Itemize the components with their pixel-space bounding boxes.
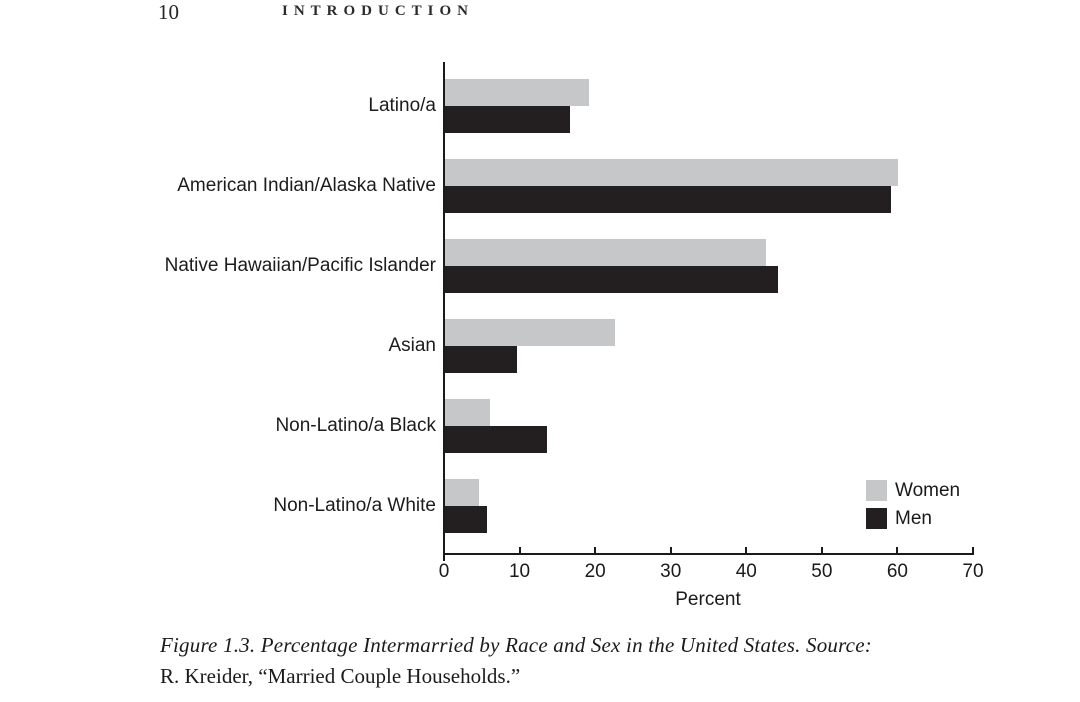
category-label: American Indian/Alaska Native bbox=[177, 175, 436, 196]
x-tick bbox=[594, 547, 597, 553]
category-label: Non-Latino/a White bbox=[273, 495, 436, 516]
x-tick-label: 10 bbox=[508, 561, 531, 582]
bar-men-native-hawaiian-pacific-islander bbox=[445, 266, 778, 293]
bar-men-american-indian-alaska-native bbox=[445, 186, 891, 213]
x-tick bbox=[518, 547, 521, 553]
bar-women-non-latino-a-black bbox=[445, 399, 491, 426]
x-tick bbox=[972, 547, 974, 553]
x-tick-label: 30 bbox=[660, 561, 682, 582]
x-tick-label: 0 bbox=[438, 561, 450, 582]
bar-men-latino-a bbox=[445, 106, 570, 133]
figure-caption: Figure 1.3. Percentage Intermarried by R… bbox=[160, 630, 1000, 692]
bar-women-american-indian-alaska-native bbox=[445, 159, 899, 186]
bar-men-asian bbox=[445, 346, 517, 373]
chart-legend: Women Men bbox=[866, 480, 960, 536]
x-tick bbox=[745, 547, 748, 553]
x-axis-title: Percent bbox=[675, 589, 741, 610]
x-tick-label: 40 bbox=[735, 561, 757, 582]
x-tick bbox=[669, 547, 672, 553]
legend-label-men: Men bbox=[895, 508, 932, 529]
bar-women-asian bbox=[445, 319, 616, 346]
page-number: 10 bbox=[158, 0, 179, 24]
x-tick-label: 50 bbox=[811, 561, 833, 582]
bar-women-latino-a bbox=[445, 79, 589, 106]
caption-line-2: R. Kreider, “Married Couple Households.” bbox=[160, 664, 521, 688]
x-tick bbox=[896, 547, 899, 553]
legend-swatch-men bbox=[866, 508, 887, 529]
x-tick-label: 70 bbox=[962, 561, 984, 582]
category-label: Non-Latino/a Black bbox=[275, 415, 436, 436]
bar-men-non-latino-a-black bbox=[445, 426, 548, 453]
bar-women-non-latino-a-white bbox=[445, 479, 479, 506]
bar-women-native-hawaiian-pacific-islander bbox=[445, 239, 767, 266]
running-head: INTRODUCTION bbox=[282, 3, 475, 19]
y-axis-line bbox=[443, 62, 445, 561]
legend-item-women: Women bbox=[866, 480, 960, 501]
x-tick bbox=[820, 547, 823, 553]
category-label: Latino/a bbox=[368, 95, 436, 116]
bar-men-non-latino-a-white bbox=[445, 506, 487, 533]
caption-line-1: Figure 1.3. Percentage Intermarried by R… bbox=[160, 633, 872, 657]
x-axis-line bbox=[443, 553, 974, 555]
x-tick-label: 20 bbox=[584, 561, 606, 582]
category-label: Asian bbox=[388, 335, 436, 356]
x-tick-label: 60 bbox=[886, 561, 908, 582]
category-label: Native Hawaiian/Pacific Islander bbox=[164, 255, 436, 276]
legend-swatch-women bbox=[866, 480, 887, 501]
legend-label-women: Women bbox=[895, 480, 961, 501]
legend-item-men: Men bbox=[866, 508, 960, 529]
